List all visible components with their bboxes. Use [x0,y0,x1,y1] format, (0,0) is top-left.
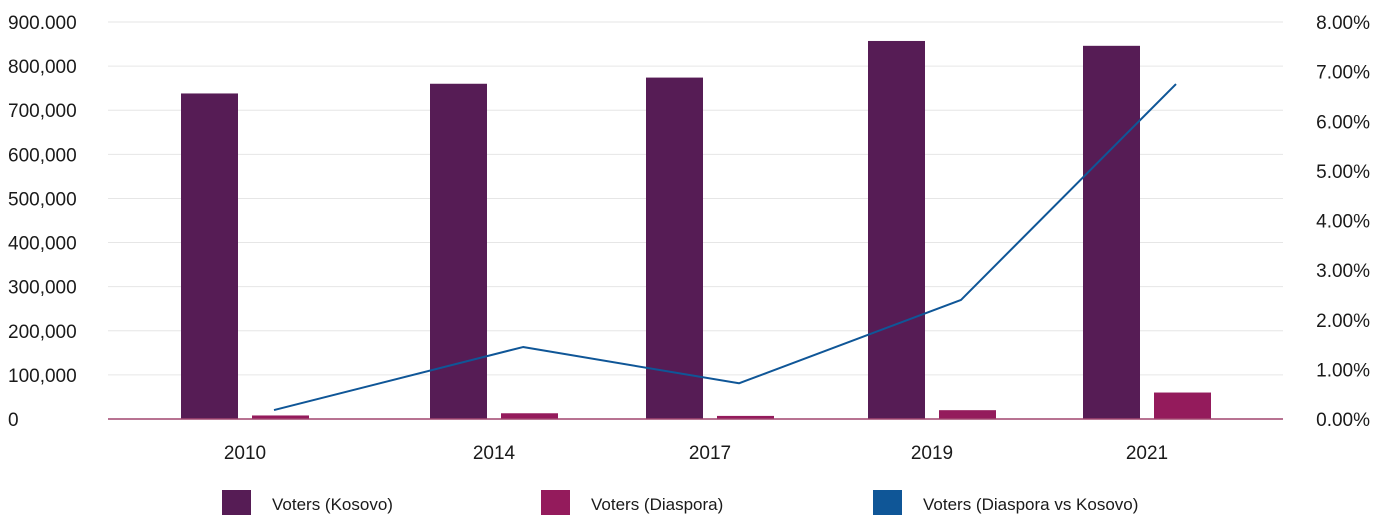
right-tick-label: 5.00% [1316,162,1370,183]
left-tick-label: 700,000 [8,101,77,122]
legend-label-voters-diaspora-vs-kosovo: Voters (Diaspora vs Kosovo) [923,495,1138,514]
bars [181,40,1211,420]
bar-voters-diaspora-2017 [717,415,774,419]
right-tick-label: 6.00% [1316,112,1370,133]
x-tick-label: 2019 [911,443,953,464]
left-tick-label: 900.000 [8,13,77,34]
left-tick-label: 500,000 [8,189,77,210]
x-tick-label: 2014 [473,443,516,464]
left-tick-label: 800,000 [8,57,77,78]
bar-voters-diaspora-2019 [939,410,996,419]
legend-label-voters-kosovo: Voters (Kosovo) [272,495,393,514]
left-tick-label: 200,000 [8,322,77,343]
bar-voters-diaspora-2010 [252,415,309,419]
x-tick-label: 2021 [1126,443,1168,464]
bar-voters-kosovo-2010 [181,93,238,420]
right-tick-label: 8.00% [1316,13,1370,34]
ratio-line [273,83,1177,412]
left-tick-label: 0 [8,410,19,431]
legend-swatch-voters-diaspora [541,490,570,515]
left-tick-label: 100,000 [8,366,77,387]
right-tick-label: 2.00% [1316,311,1370,332]
legend: Voters (Kosovo) Voters (Diaspora) Voters (… [222,490,1138,515]
left-tick-label: 600,000 [8,145,77,166]
legend-swatch-voters-diaspora-vs-kosovo [873,490,902,515]
x-axis-ticks: 2010 2014 2017 2019 2021 [224,443,1168,464]
line-series [273,83,1177,412]
bar-voters-kosovo-2021 [1083,45,1140,419]
bar-voters-diaspora-2021 [1154,392,1211,419]
left-tick-label: 300,000 [8,278,77,299]
left-tick-label: 400,000 [8,234,77,255]
right-tick-label: 7.00% [1316,63,1370,84]
bar-voters-diaspora-2014 [501,413,558,419]
legend-swatch-voters-kosovo [222,490,251,515]
x-tick-label: 2010 [224,443,266,464]
right-tick-label: 0.00% [1316,410,1370,431]
right-tick-label: 4.00% [1316,212,1370,233]
bar-voters-kosovo-2017 [646,77,703,419]
left-axis-ticks: 0 100,000 200,000 300,000 400,000 500,000 600,… [8,13,77,431]
right-axis-ticks: 0.00% 1.00% 2.00% 3.00% 4.00% 5.00% 6.00% 7.00%… [1316,13,1370,431]
x-tick-label: 2017 [689,443,731,464]
legend-label-voters-diaspora: Voters (Diaspora) [591,495,723,514]
right-tick-label: 1.00% [1316,360,1370,381]
right-tick-label: 3.00% [1316,261,1370,282]
bar-voters-kosovo-2019 [868,40,925,420]
